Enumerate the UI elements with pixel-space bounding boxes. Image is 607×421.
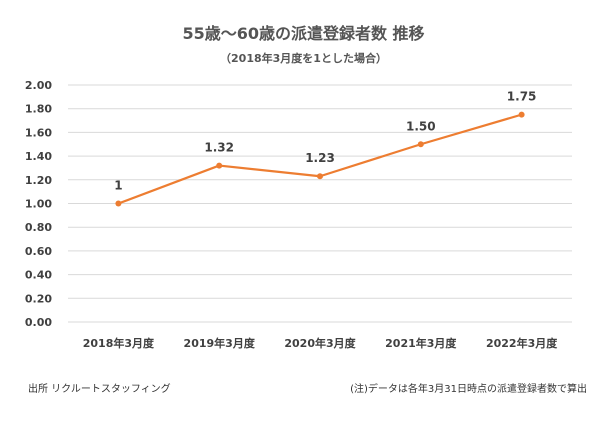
data-point bbox=[317, 173, 323, 180]
x-tick-label: 2022年3月度 bbox=[486, 336, 558, 350]
data-label: 1.23 bbox=[305, 151, 335, 165]
data-label: 1.32 bbox=[204, 141, 234, 155]
data-point bbox=[417, 141, 424, 148]
x-tick-label: 2018年3月度 bbox=[83, 336, 155, 350]
y-tick-label: 1.20 bbox=[25, 174, 52, 187]
y-tick-label: 1.60 bbox=[25, 126, 52, 139]
y-tick-label: 1.40 bbox=[25, 150, 52, 163]
source-note: 出所 リクルートスタッフィング bbox=[28, 384, 171, 395]
y-tick-label: 2.00 bbox=[25, 79, 52, 92]
footnote: (注)データは各年3月31日時点の派遣登録者数で算出 bbox=[350, 384, 587, 395]
chart-title: 55歳〜60歳の派遣登録者数 推移 bbox=[182, 24, 425, 43]
data-label: 1.50 bbox=[406, 119, 436, 133]
data-labels: 1 1.32 1.23 1.50 1.75 bbox=[114, 90, 536, 193]
y-tick-label: 0.60 bbox=[25, 245, 52, 258]
y-tick-label: 0.80 bbox=[25, 221, 52, 234]
x-axis-ticks: 2018年3月度 2019年3月度 2020年3月度 2021年3月度 2022年3月度 bbox=[83, 336, 558, 350]
x-tick-label: 2021年3月度 bbox=[385, 336, 457, 350]
data-label: 1 bbox=[114, 179, 122, 193]
data-point bbox=[216, 162, 223, 169]
y-tick-label: 1.00 bbox=[25, 198, 52, 211]
data-label: 1.75 bbox=[507, 90, 537, 104]
data-point bbox=[518, 111, 525, 118]
y-tick-label: 0.20 bbox=[25, 292, 52, 305]
y-tick-label: 0.40 bbox=[25, 269, 52, 282]
y-axis-ticks: 0.00 0.20 0.40 0.60 0.80 1.00 1.20 1.40 1.60 1.80… bbox=[25, 79, 52, 329]
chart-subtitle: （2018年3月度を1とした場合） bbox=[220, 52, 387, 65]
gridlines bbox=[68, 84, 572, 323]
x-tick-label: 2020年3月度 bbox=[284, 336, 356, 350]
series bbox=[115, 111, 525, 207]
data-point bbox=[115, 200, 122, 207]
y-tick-label: 0.00 bbox=[25, 316, 52, 329]
y-tick-label: 1.80 bbox=[25, 103, 52, 116]
x-tick-label: 2019年3月度 bbox=[184, 336, 256, 350]
